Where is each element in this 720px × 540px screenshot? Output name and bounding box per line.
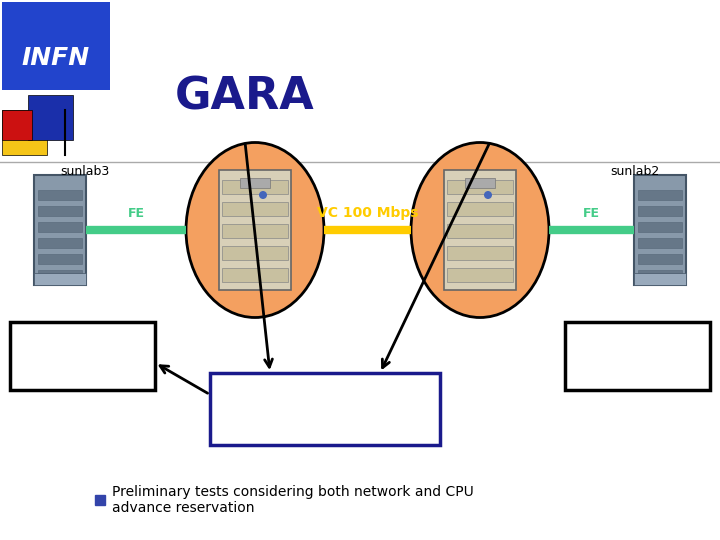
Bar xyxy=(634,273,686,285)
Bar xyxy=(222,268,288,282)
Text: Server: Server xyxy=(601,347,674,366)
Ellipse shape xyxy=(411,143,549,318)
Bar xyxy=(38,222,82,232)
Bar xyxy=(222,180,288,194)
Bar xyxy=(444,170,516,290)
Text: CISCO 7200: CISCO 7200 xyxy=(443,159,518,172)
Text: FE: FE xyxy=(127,207,145,220)
Text: VC 100 Mbps: VC 100 Mbps xyxy=(317,206,418,220)
Circle shape xyxy=(484,191,492,199)
Bar xyxy=(2,2,110,90)
Text: FE: FE xyxy=(583,207,600,220)
Bar xyxy=(638,238,682,248)
Bar xyxy=(219,170,291,290)
Bar xyxy=(638,270,682,280)
Text: CISCO 7500: CISCO 7500 xyxy=(217,159,292,172)
Bar xyxy=(38,190,82,200)
Bar xyxy=(447,224,513,238)
Bar xyxy=(638,190,682,200)
Bar xyxy=(10,322,155,390)
Bar xyxy=(447,180,513,194)
Ellipse shape xyxy=(186,143,324,318)
Bar xyxy=(222,246,288,260)
Bar xyxy=(28,95,73,140)
Bar xyxy=(634,175,686,285)
Text: GARA Network
Resource Manager: GARA Network Resource Manager xyxy=(245,392,405,427)
Bar xyxy=(465,178,495,188)
Bar xyxy=(565,322,710,390)
Text: sunlab3: sunlab3 xyxy=(60,165,109,178)
Bar xyxy=(2,110,32,140)
Text: #2244cc: #2244cc xyxy=(56,45,62,46)
Text: sunlab2: sunlab2 xyxy=(611,165,660,178)
Text: Preliminary tests considering both network and CPU
advance reservation: Preliminary tests considering both netwo… xyxy=(112,485,474,515)
Text: Client
GARA API: Client GARA API xyxy=(38,336,127,375)
Bar xyxy=(222,202,288,216)
Bar xyxy=(38,206,82,216)
Text: INFN: INFN xyxy=(22,46,90,70)
Bar xyxy=(638,254,682,264)
Bar xyxy=(2,110,47,155)
Bar xyxy=(638,222,682,232)
Bar xyxy=(447,202,513,216)
Bar xyxy=(34,175,86,285)
Bar xyxy=(447,268,513,282)
Text: GARA: GARA xyxy=(175,75,315,118)
Bar xyxy=(38,238,82,248)
Bar xyxy=(240,178,270,188)
Circle shape xyxy=(259,191,267,199)
Bar xyxy=(210,373,440,445)
Bar xyxy=(38,270,82,280)
Bar xyxy=(447,246,513,260)
Bar xyxy=(38,254,82,264)
Bar xyxy=(34,273,86,285)
Bar xyxy=(222,224,288,238)
Bar xyxy=(638,206,682,216)
